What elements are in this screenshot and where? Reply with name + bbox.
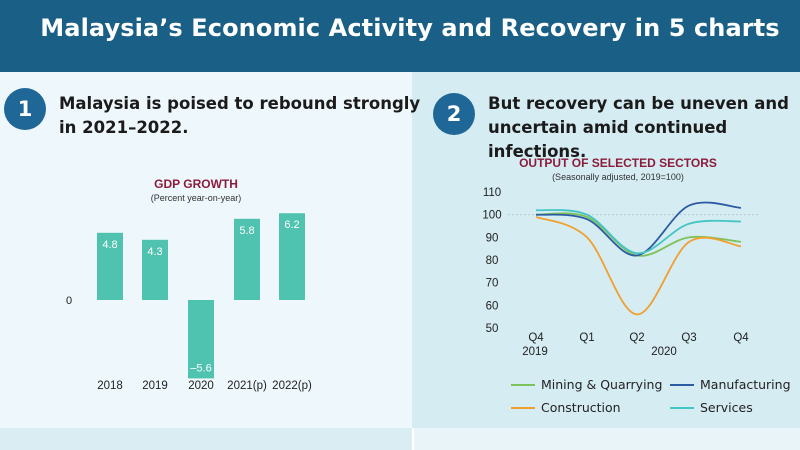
next-panel-right [414,428,800,450]
gdp-growth-chart: GDP GROWTH (Percent year-on-year) 0 4.8 20… [66,177,312,392]
y-axis-tick-label: 70 [486,278,499,290]
gdp-bar-value-label: 4.3 [147,246,162,258]
series-line-services [535,209,742,255]
panel1-headline: Malaysia is poised to rebound strongly i… [59,92,420,140]
legend-item: Services [670,400,753,415]
x-axis-tick-label: Q2 [629,332,644,344]
chart-number-badge-2: 2 [433,93,475,135]
panel2-headline: But recovery can be uneven and uncertain… [488,92,800,164]
gdp-bar [142,239,168,300]
gdp-bar [279,213,305,300]
legend-item: Mining & Quarrying [511,377,662,392]
x-axis-tick-label: 2019 [142,380,168,392]
legend-label: Manufacturing [700,377,791,392]
x-axis-year-label: 2019 [522,346,548,358]
legend-label: Services [700,400,753,415]
series-line-manufacturing [535,201,742,257]
x-axis-year-label: 2020 [651,346,677,358]
header-banner: Malaysia’s Economic Activity and Recover… [0,0,800,72]
legend-label: Mining & Quarrying [541,377,663,392]
series-line-mining-quarrying [535,212,742,257]
y-axis-tick-label: 100 [482,210,501,222]
y-axis-tick-label: 80 [486,255,499,267]
x-axis-tick-label: Q3 [681,332,696,344]
gdp-chart-title: GDP GROWTH [154,177,238,191]
sector-chart-title: OUTPUT OF SELECTED SECTORS [519,156,717,170]
panel1-headline-line: Malaysia is poised to rebound strongly [59,94,421,113]
legend-item: Construction [511,400,621,415]
x-axis-tick-label: 2018 [97,380,123,392]
gdp-bar-value-label: 4.8 [102,239,117,251]
series-line-construction [535,216,742,316]
legend-swatch [511,406,535,409]
gdp-bar-value-label: –5.6 [190,362,211,374]
gdp-chart-subtitle: (Percent year-on-year) [151,193,242,203]
y-axis-tick-label: 90 [486,232,499,244]
chart-number-badge-1: 1 [4,88,46,130]
gdp-bar [97,232,123,300]
x-axis-tick-label: 2020 [188,380,214,392]
gdp-bar-value-label: 5.8 [239,225,254,237]
gdp-bar-value-label: 6.2 [284,219,299,231]
panel2-headline-line: But recovery can be uneven and [488,94,789,113]
legend-item: Manufacturing [670,377,791,392]
gdp-bar [188,300,214,379]
sector-chart-subtitle: (Seasonally adjusted, 2019=100) [552,172,684,182]
panel1-headline-line: in 2021–2022. [59,118,189,137]
panel-sector-output [412,72,800,428]
legend-swatch [511,383,535,386]
page-title: Malaysia’s Economic Activity and Recover… [40,14,780,42]
panel2-headline-line: uncertain amid continued infections. [488,118,728,161]
legend-swatch [670,406,694,409]
x-axis-tick-label: 2021(p) [227,380,267,392]
y-axis-tick-label: 0 [66,295,72,307]
y-axis-tick-label: 60 [486,300,499,312]
x-axis-tick-label: Q1 [579,332,594,344]
x-axis-tick-label: Q4 [528,332,544,344]
x-axis-tick-label: 2022(p) [272,380,312,392]
legend-swatch [670,383,694,386]
next-panel-left [0,428,412,450]
gdp-bar [234,218,260,300]
x-axis-tick-label: Q4 [733,332,749,344]
y-axis-tick-label: 110 [483,187,501,199]
legend-label: Construction [541,400,621,415]
y-axis-tick-label: 50 [486,323,499,335]
